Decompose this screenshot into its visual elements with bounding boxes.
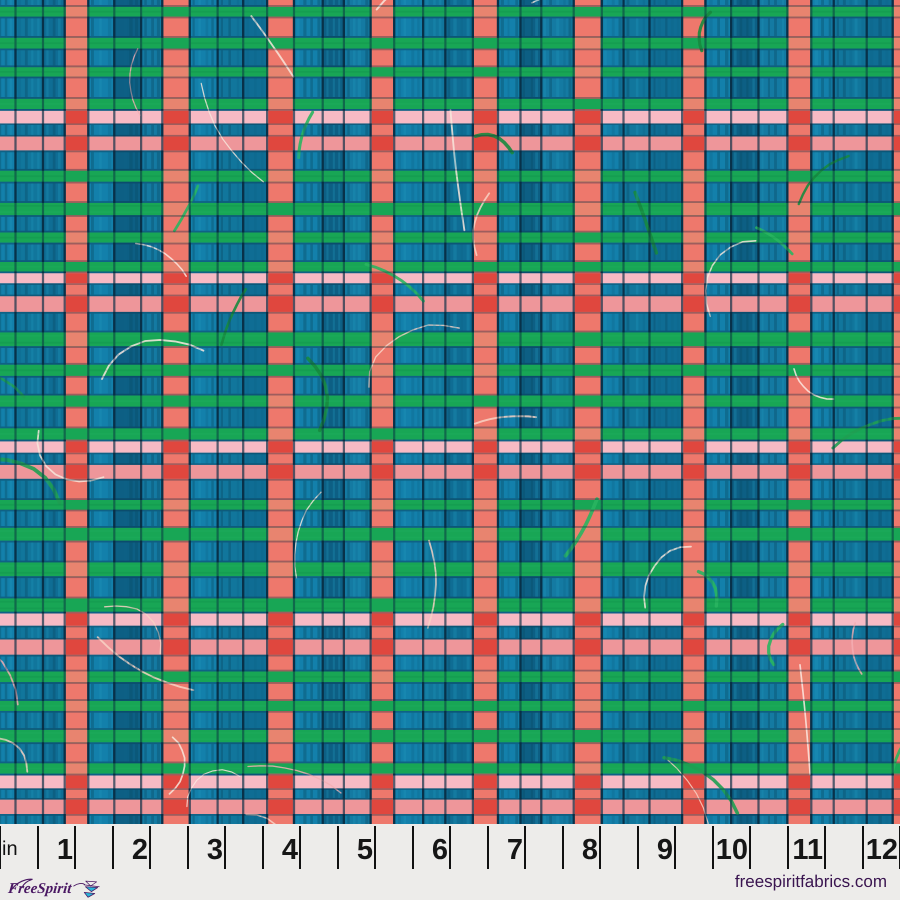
- svg-text:FreeSpirit: FreeSpirit: [7, 879, 73, 896]
